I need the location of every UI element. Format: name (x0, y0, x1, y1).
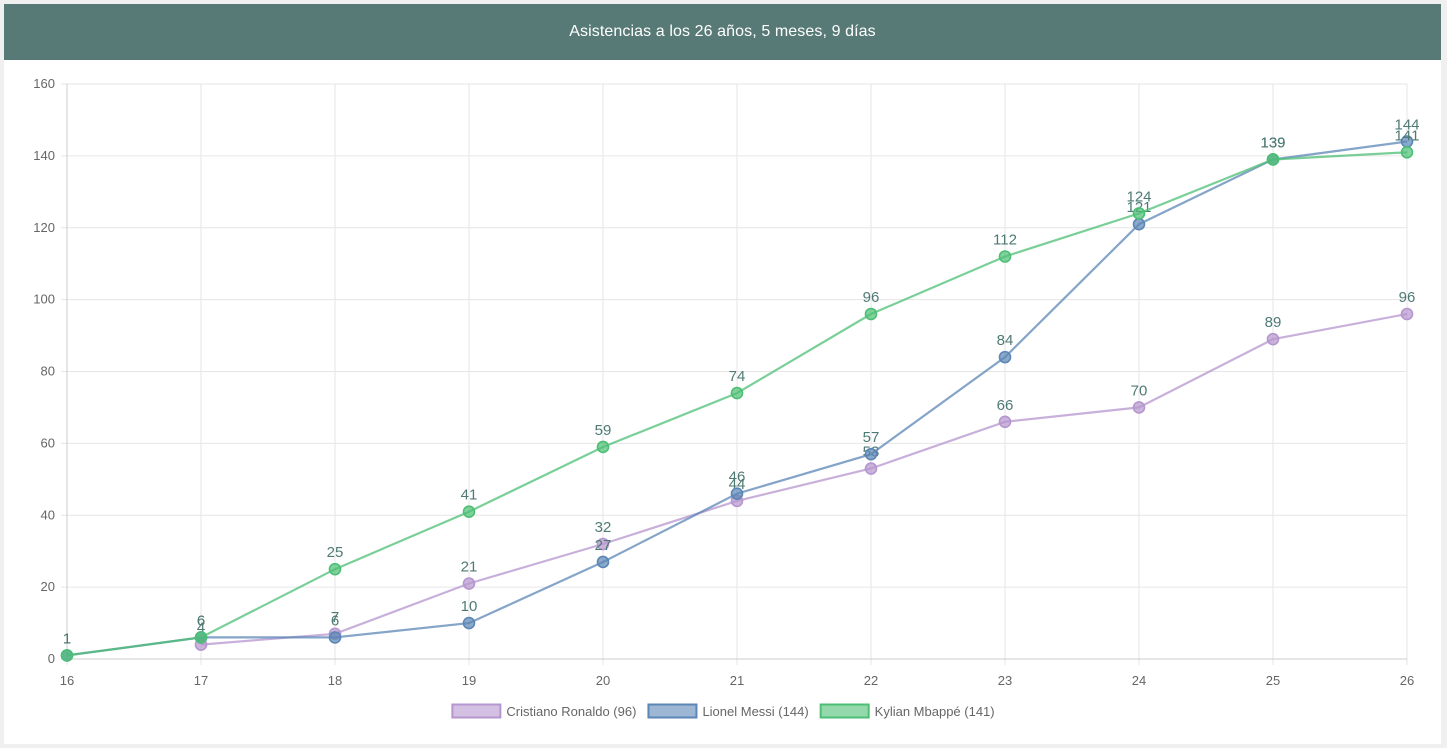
data-point[interactable] (328, 562, 342, 576)
data-label: 139 (1260, 134, 1285, 151)
chart-title: Asistencias a los 26 años, 5 meses, 9 dí… (569, 23, 876, 40)
data-label: 6 (197, 612, 205, 629)
data-point[interactable] (1400, 145, 1414, 159)
data-point[interactable] (1132, 207, 1146, 220)
data-point[interactable] (1132, 401, 1146, 414)
data-point[interactable] (864, 447, 878, 461)
legend-label: Cristiano Ronaldo (96) (506, 704, 636, 719)
data-label: 41 (461, 487, 478, 504)
data-point[interactable] (462, 577, 476, 590)
data-label: 70 (1131, 382, 1148, 399)
data-label: 57 (863, 429, 880, 446)
y-tick-label: 20 (41, 579, 55, 594)
chart-header: Asistencias a los 26 años, 5 meses, 9 dí… (4, 4, 1441, 60)
y-tick-label: 60 (41, 435, 55, 450)
data-label: 1 (63, 630, 71, 647)
y-tick-label: 40 (41, 507, 55, 522)
y-tick-label: 120 (33, 220, 55, 235)
data-point[interactable] (596, 537, 610, 551)
data-point[interactable] (1132, 217, 1146, 231)
data-point[interactable] (60, 649, 74, 662)
legend-item[interactable]: Kylian Mbappé (141) (819, 703, 995, 719)
x-tick-label: 20 (596, 673, 610, 688)
data-label: 6 (331, 612, 339, 629)
data-point[interactable] (596, 440, 610, 454)
data-point[interactable] (462, 505, 476, 518)
data-label: 10 (461, 598, 478, 615)
data-point[interactable] (1266, 153, 1280, 166)
data-point[interactable] (998, 250, 1012, 263)
data-label: 112 (993, 232, 1017, 249)
x-tick-label: 23 (998, 673, 1012, 688)
data-label: 139 (1260, 134, 1285, 151)
series-line (200, 312, 1408, 646)
y-tick-label: 160 (33, 76, 55, 91)
legend-item[interactable]: Cristiano Ronaldo (96) (451, 703, 636, 719)
data-label: 25 (327, 544, 344, 561)
data-label: 21 (461, 559, 478, 576)
x-tick-label: 26 (1400, 673, 1414, 688)
data-label: 96 (1399, 289, 1416, 306)
legend-label: Kylian Mbappé (141) (875, 704, 995, 719)
legend-item[interactable]: Lionel Messi (144) (647, 703, 809, 719)
data-label: 7 (331, 609, 339, 626)
data-point[interactable] (998, 415, 1012, 429)
data-label: 141 (1394, 127, 1419, 144)
y-tick-label: 100 (33, 292, 55, 307)
y-tick-label: 140 (33, 148, 55, 163)
x-tick-label: 16 (60, 673, 74, 688)
legend-swatch (451, 703, 502, 719)
y-tick-label: 80 (41, 364, 55, 379)
data-point[interactable] (730, 386, 744, 400)
data-label: 4 (197, 620, 205, 637)
data-point[interactable] (864, 307, 878, 321)
data-point[interactable] (730, 487, 744, 500)
data-point[interactable] (998, 350, 1012, 364)
data-label: 1 (63, 630, 71, 647)
data-label: 46 (729, 469, 746, 486)
series-1: 472132445366708996 (194, 289, 1416, 651)
data-point[interactable] (194, 631, 208, 644)
data-label: 144 (1394, 117, 1419, 134)
x-tick-label: 21 (730, 673, 744, 688)
x-tick-label: 25 (1266, 673, 1280, 688)
legend: Cristiano Ronaldo (96) Lionel Messi (144)… (451, 703, 995, 719)
data-label: 89 (1265, 314, 1282, 331)
data-label: 74 (729, 368, 746, 385)
x-tick-label: 19 (462, 673, 476, 688)
x-tick-label: 18 (328, 673, 342, 688)
data-point[interactable] (1266, 332, 1280, 346)
data-label: 84 (997, 332, 1014, 349)
x-tick-label: 17 (194, 673, 208, 688)
legend-swatch (819, 703, 870, 719)
chart-card: Asistencias a los 26 años, 5 meses, 9 dí… (4, 4, 1441, 744)
data-point[interactable] (596, 555, 610, 569)
data-point[interactable] (462, 616, 476, 630)
x-tick-label: 24 (1132, 673, 1146, 688)
data-label: 44 (729, 476, 746, 493)
y-tick-label: 0 (48, 651, 55, 666)
legend-label: Lionel Messi (144) (702, 704, 808, 719)
data-label: 66 (997, 397, 1014, 414)
data-label: 96 (863, 289, 880, 306)
data-point[interactable] (1400, 307, 1414, 321)
data-label: 27 (595, 537, 612, 554)
data-label: 6 (197, 612, 205, 629)
data-label: 59 (595, 422, 612, 439)
data-point[interactable] (328, 631, 342, 644)
data-label: 124 (1126, 188, 1151, 205)
data-label: 32 (595, 519, 612, 536)
data-point[interactable] (864, 462, 878, 475)
legend-swatch (647, 703, 698, 719)
x-tick-label: 22 (864, 673, 878, 688)
